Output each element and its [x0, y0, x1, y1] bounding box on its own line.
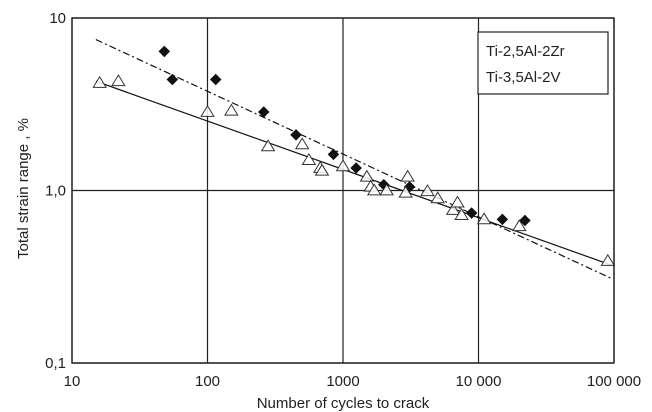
diamond-point [158, 45, 171, 58]
diamond-point [496, 213, 509, 226]
data-points [92, 45, 616, 266]
fit-line [95, 39, 612, 279]
legend-box [477, 31, 609, 95]
diamond-point [257, 106, 270, 118]
triangle-point [450, 195, 465, 208]
triangle-point [420, 184, 435, 197]
y-tick-label: 0,1 [45, 355, 66, 372]
diamond-point [290, 129, 302, 141]
diamond-point [209, 73, 222, 86]
x-axis-label: Number of cycles to crack [257, 395, 430, 412]
triangle-point [445, 202, 461, 215]
triangle-point [111, 74, 126, 87]
y-tick-label: 1,0 [45, 183, 66, 200]
fit-line [95, 80, 612, 266]
tick-labels: 10 100 1000 10 000 100 000 0,1 1,0 10 [45, 10, 641, 390]
x-tick-label: 100 [195, 373, 220, 390]
triangle-point [301, 152, 317, 165]
y-axis-label: Total strain range , % [15, 118, 32, 259]
triangle-point [294, 137, 310, 150]
fit-lines [95, 39, 612, 279]
x-tick-label: 10 000 [456, 373, 502, 390]
x-tick-label: 1000 [326, 373, 359, 390]
diamond-point [166, 73, 179, 86]
triangle-point [359, 169, 375, 182]
triangle-point [400, 169, 415, 182]
triangle-point [92, 75, 107, 88]
triangle-point [454, 207, 469, 220]
triangle-point [600, 253, 616, 266]
diamond-point [327, 148, 340, 161]
triangle-point [200, 104, 215, 117]
diamond-point [519, 214, 531, 227]
triangle-point [512, 219, 527, 232]
x-tick-label: 10 [64, 373, 81, 390]
diamond-point [465, 207, 478, 219]
triangle-point [224, 103, 239, 116]
triangle-point [366, 183, 382, 196]
x-tick-label: 100 000 [587, 373, 641, 390]
y-tick-label: 10 [49, 10, 66, 27]
legend: Ti-2,5Al-2Zr Ti-3,5Al-2V [477, 31, 609, 95]
legend-entry: Ti-3,5Al-2V [486, 69, 560, 86]
triangle-point [430, 191, 445, 204]
triangle-point [379, 183, 394, 196]
plot-frame [71, 17, 615, 364]
diamond-point [350, 162, 362, 174]
triangle-point [314, 163, 330, 176]
legend-entry: Ti-2,5Al-2Zr [486, 43, 565, 60]
triangle-point [476, 212, 492, 225]
triangle-point [335, 159, 351, 172]
triangle-point [398, 185, 413, 198]
triangle-point [260, 139, 276, 152]
